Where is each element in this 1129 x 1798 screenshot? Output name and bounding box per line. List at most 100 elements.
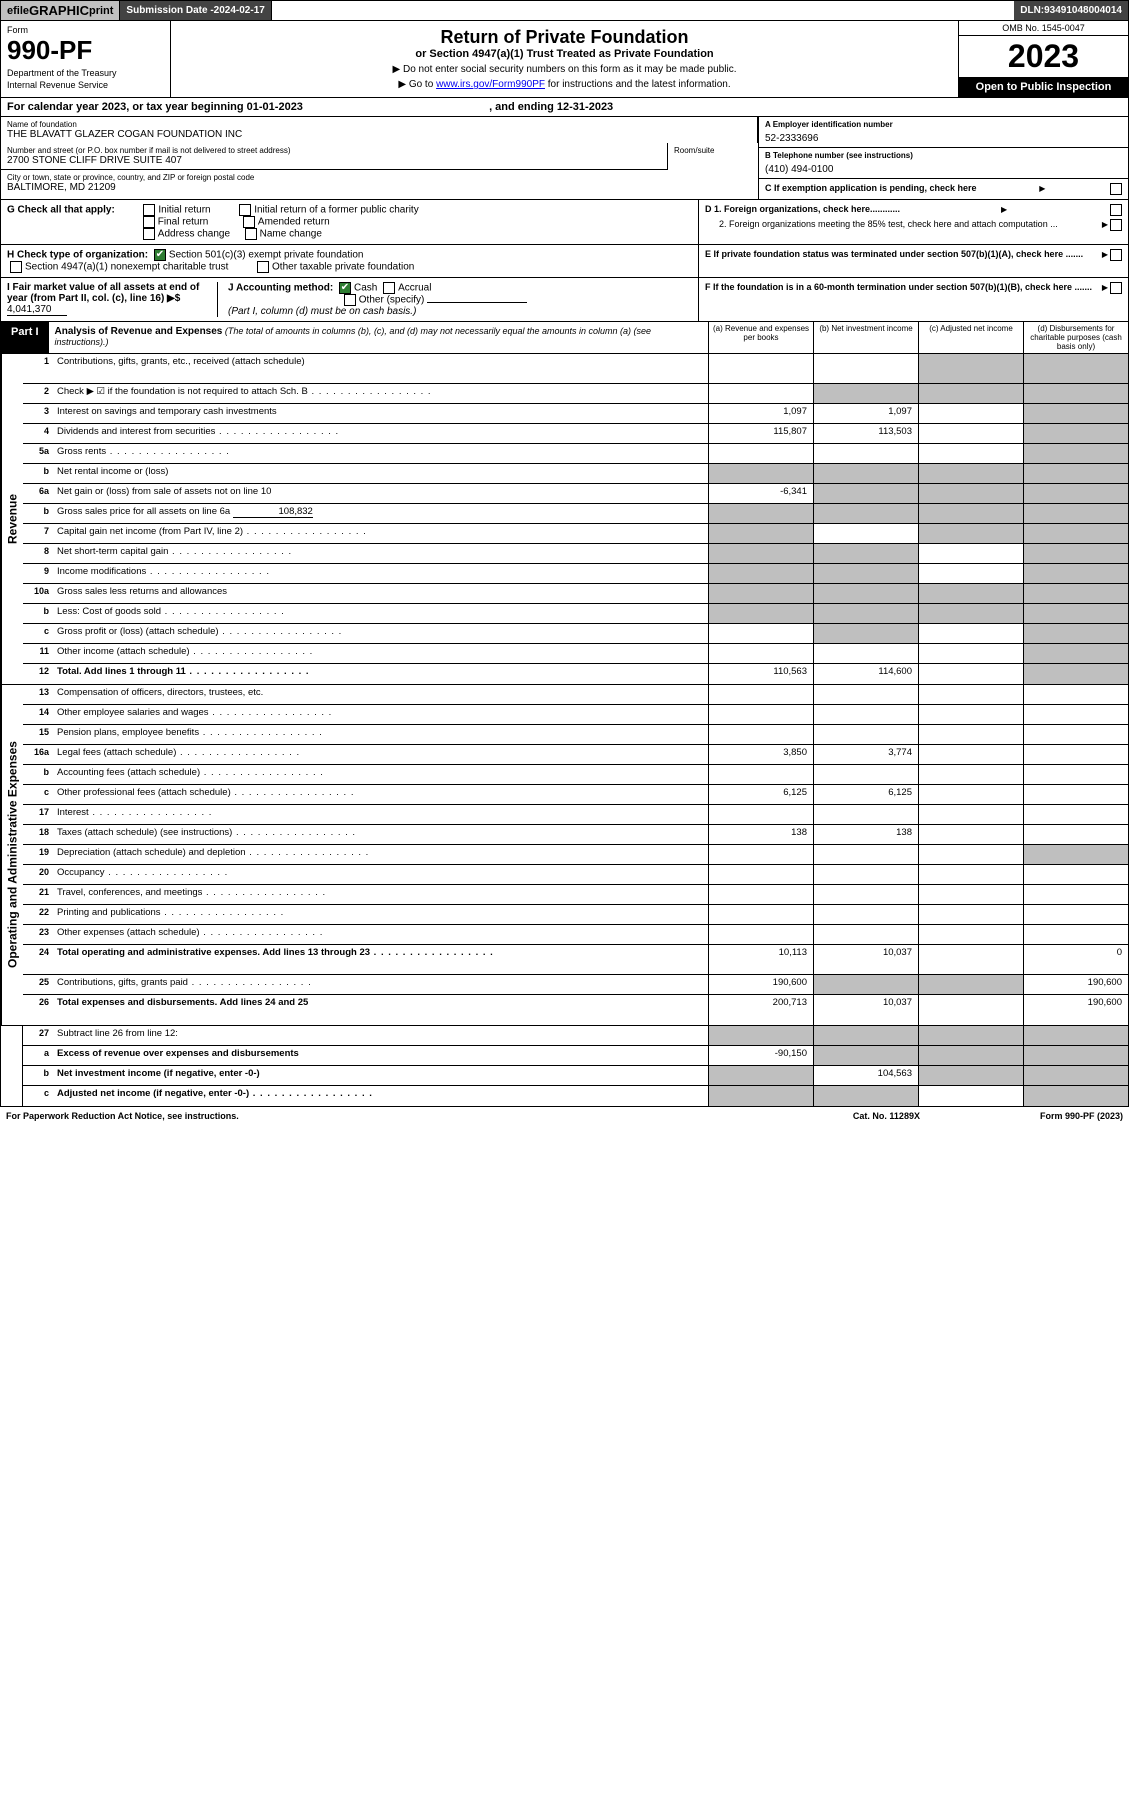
expense-rows: 13Compensation of officers, directors, t…	[23, 685, 1128, 1025]
amount-cell	[813, 524, 918, 543]
amount-cell	[813, 354, 918, 383]
efile-suffix: print	[89, 5, 113, 17]
instructions-link[interactable]: www.irs.gov/Form990PF	[436, 79, 545, 90]
j-accrual-checkbox[interactable]	[383, 282, 395, 294]
addr-label: Number and street (or P.O. box number if…	[7, 146, 661, 155]
table-row: 2Check ▶ ☑ if the foundation is not requ…	[23, 384, 1128, 404]
line-description: Accounting fees (attach schedule)	[53, 765, 708, 784]
amount-cell	[1023, 865, 1128, 884]
amount-cell	[1023, 604, 1128, 623]
amount-cell: 0	[1023, 945, 1128, 974]
section-e: E If private foundation status was termi…	[698, 245, 1128, 277]
line-description: Interest	[53, 805, 708, 824]
table-row: 20Occupancy	[23, 865, 1128, 885]
efile-graphic: GRAPHIC	[29, 3, 89, 18]
amount-cell	[708, 624, 813, 643]
address-value: 2700 STONE CLIFF DRIVE SUITE 407	[7, 155, 661, 166]
amount-cell	[708, 524, 813, 543]
h-other-checkbox[interactable]	[257, 261, 269, 273]
amount-cell: 10,037	[813, 945, 918, 974]
top-bar: efile GRAPHIC print Submission Date - 20…	[0, 0, 1129, 21]
part1-label: Part I	[1, 322, 49, 353]
calyear-end: 12-31-2023	[557, 101, 613, 113]
amount-cell	[918, 354, 1023, 383]
d1-checkbox[interactable]	[1110, 204, 1122, 216]
line-description: Occupancy	[53, 865, 708, 884]
line-number: 21	[23, 885, 53, 904]
form-number: 990-PF	[7, 35, 164, 66]
line-description: Total operating and administrative expen…	[53, 945, 708, 974]
g-address-change-checkbox[interactable]	[143, 228, 155, 240]
amount-cell	[1023, 664, 1128, 684]
amount-cell	[813, 384, 918, 403]
amount-cell	[918, 765, 1023, 784]
amount-cell: 110,563	[708, 664, 813, 684]
table-row: 1Contributions, gifts, grants, etc., rec…	[23, 354, 1128, 384]
table-row: 22Printing and publications	[23, 905, 1128, 925]
c-checkbox[interactable]	[1110, 183, 1122, 195]
g-initial-return-checkbox[interactable]	[143, 204, 155, 216]
amount-cell	[708, 705, 813, 724]
amount-cell	[1023, 725, 1128, 744]
line-description: Less: Cost of goods sold	[53, 604, 708, 623]
table-row: 19Depreciation (attach schedule) and dep…	[23, 845, 1128, 865]
page-footer: For Paperwork Reduction Act Notice, see …	[0, 1107, 1129, 1125]
line-number: 2	[23, 384, 53, 403]
amount-cell	[1023, 765, 1128, 784]
amount-cell: 138	[708, 825, 813, 844]
line-description: Gross profit or (loss) (attach schedule)	[53, 624, 708, 643]
j-cash-checkbox[interactable]	[339, 282, 351, 294]
section-f: F If the foundation is in a 60-month ter…	[698, 278, 1128, 321]
line-number: 22	[23, 905, 53, 924]
foundation-name: THE BLAVATT GLAZER COGAN FOUNDATION INC	[7, 129, 751, 140]
table-row: 3Interest on savings and temporary cash …	[23, 404, 1128, 424]
amount-cell	[918, 504, 1023, 523]
g-name-change-checkbox[interactable]	[245, 228, 257, 240]
line-description: Net investment income (if negative, ente…	[53, 1066, 708, 1085]
amount-cell	[813, 885, 918, 904]
amount-cell	[1023, 584, 1128, 603]
amount-cell	[708, 1066, 813, 1085]
line-number: 1	[23, 354, 53, 383]
amount-cell: 190,600	[1023, 995, 1128, 1025]
line-number: 20	[23, 865, 53, 884]
amount-cell	[918, 825, 1023, 844]
ij-left: I Fair market value of all assets at end…	[1, 278, 698, 321]
d2-checkbox[interactable]	[1110, 219, 1122, 231]
f-checkbox[interactable]	[1110, 282, 1122, 294]
amount-cell	[708, 444, 813, 463]
inst2-post: for instructions and the latest informat…	[548, 79, 731, 90]
g-final-return-checkbox[interactable]	[143, 216, 155, 228]
g-amended-checkbox[interactable]	[243, 216, 255, 228]
city-value: BALTIMORE, MD 21209	[7, 182, 752, 193]
line-number: 26	[23, 995, 53, 1025]
h-4947-checkbox[interactable]	[10, 261, 22, 273]
amount-cell	[918, 1066, 1023, 1085]
h-label: H Check type of organization:	[7, 250, 148, 261]
amount-cell	[918, 1026, 1023, 1045]
line-number: 25	[23, 975, 53, 994]
j-other-checkbox[interactable]	[344, 294, 356, 306]
line-number: 12	[23, 664, 53, 684]
form-word: Form	[7, 25, 164, 35]
e-checkbox[interactable]	[1110, 249, 1122, 261]
line-number: 18	[23, 825, 53, 844]
part1-desc: Analysis of Revenue and Expenses (The to…	[49, 322, 708, 353]
amount-cell	[813, 865, 918, 884]
line-number: b	[23, 504, 53, 523]
amount-cell	[1023, 885, 1128, 904]
i-label: I Fair market value of all assets at end…	[7, 282, 199, 304]
amount-cell	[813, 1046, 918, 1065]
line-description: Contributions, gifts, grants paid	[53, 975, 708, 994]
amount-cell	[918, 865, 1023, 884]
table-row: bAccounting fees (attach schedule)	[23, 765, 1128, 785]
amount-cell	[918, 644, 1023, 663]
amount-cell	[1023, 845, 1128, 864]
g-initial-public-checkbox[interactable]	[239, 204, 251, 216]
calyear-begin: 01-01-2023	[247, 101, 303, 113]
amount-cell	[1023, 805, 1128, 824]
amount-cell	[708, 504, 813, 523]
h-501c3-checkbox[interactable]	[154, 249, 166, 261]
amount-cell	[813, 1026, 918, 1045]
amount-cell	[1023, 644, 1128, 663]
